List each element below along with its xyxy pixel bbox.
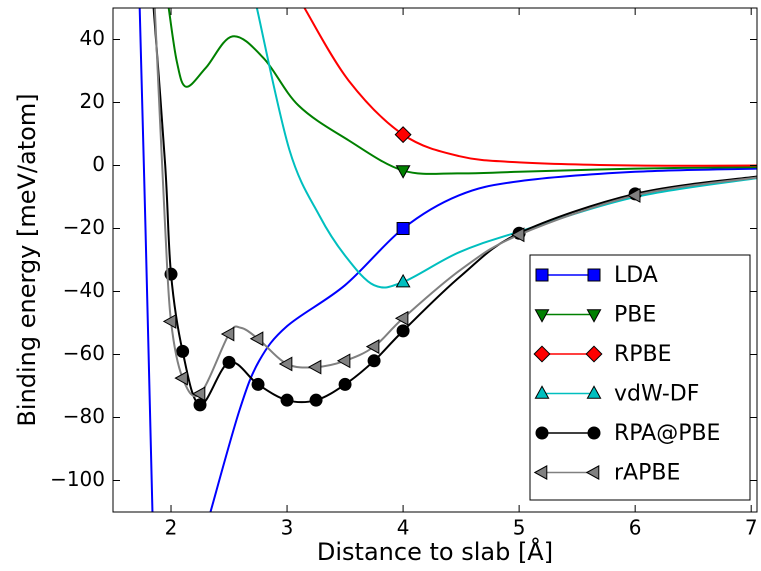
x-tick-label: 6 bbox=[629, 516, 642, 540]
marker bbox=[626, 187, 641, 203]
legend-box bbox=[529, 254, 751, 501]
marker bbox=[309, 393, 323, 407]
marker bbox=[395, 273, 411, 288]
marker bbox=[280, 393, 294, 407]
legend-marker bbox=[535, 268, 549, 282]
marker bbox=[193, 398, 207, 412]
marker bbox=[307, 359, 322, 375]
marker bbox=[222, 355, 236, 369]
marker bbox=[395, 165, 411, 179]
marker bbox=[365, 339, 380, 355]
legend-marker bbox=[585, 465, 600, 480]
x-tick-label: 3 bbox=[281, 516, 294, 540]
legend-label: LDA bbox=[614, 263, 658, 288]
y-axis-label: Binding energy [meV/atom] bbox=[13, 93, 41, 426]
legend-marker bbox=[586, 385, 602, 399]
marker bbox=[251, 377, 265, 391]
legend-label: RPBE bbox=[614, 342, 672, 367]
marker bbox=[510, 227, 525, 243]
legend-label: PBE bbox=[614, 303, 656, 328]
marker bbox=[174, 370, 188, 386]
legend-marker bbox=[585, 345, 603, 363]
x-tick-label: 4 bbox=[397, 516, 410, 540]
legend-marker bbox=[535, 426, 549, 440]
marker bbox=[367, 354, 381, 368]
y-tick-label: 0 bbox=[92, 152, 105, 176]
legend-label: vdW-DF bbox=[614, 382, 699, 407]
x-tick-label: 2 bbox=[165, 516, 178, 540]
series-line bbox=[303, 8, 757, 167]
marker bbox=[396, 222, 410, 235]
marker bbox=[336, 353, 351, 369]
marker bbox=[278, 356, 293, 372]
marker bbox=[249, 331, 264, 347]
marker bbox=[220, 326, 235, 342]
marker bbox=[394, 126, 412, 144]
marker bbox=[162, 313, 177, 329]
series-line bbox=[138, 8, 757, 512]
marker bbox=[394, 310, 409, 326]
legend-marker bbox=[534, 309, 550, 323]
marker bbox=[176, 344, 190, 358]
y-tick-label: 40 bbox=[80, 26, 105, 50]
y-tick-label: 20 bbox=[80, 89, 105, 113]
marker bbox=[191, 386, 206, 402]
marker bbox=[396, 324, 410, 338]
y-tick-label: −20 bbox=[63, 215, 105, 239]
legend-marker bbox=[586, 309, 602, 323]
legend-marker bbox=[533, 465, 548, 480]
legend-marker bbox=[587, 268, 601, 282]
legend-marker bbox=[533, 345, 551, 363]
plot-frame bbox=[112, 7, 758, 513]
legend-label: rAPBE bbox=[614, 461, 680, 486]
y-tick-label: −40 bbox=[63, 278, 105, 302]
x-tick-label: 7 bbox=[745, 516, 758, 540]
legend-marker bbox=[587, 426, 601, 440]
series-line bbox=[167, 8, 757, 175]
x-axis-label: Distance to slab [Å] bbox=[317, 537, 553, 566]
series-line bbox=[255, 8, 757, 289]
marker bbox=[338, 377, 352, 391]
legend-label: RPA@PBE bbox=[614, 421, 720, 446]
y-tick-label: −60 bbox=[63, 341, 105, 365]
x-tick-label: 5 bbox=[513, 516, 526, 540]
legend-marker bbox=[534, 385, 550, 399]
y-tick-label: −80 bbox=[63, 404, 105, 428]
y-tick-label: −100 bbox=[50, 467, 105, 491]
